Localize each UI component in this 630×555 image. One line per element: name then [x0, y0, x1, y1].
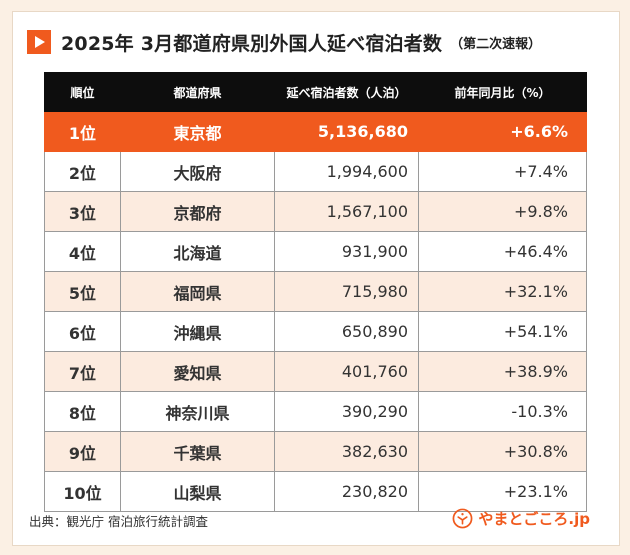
prefecture-cell: 北海道	[120, 231, 275, 272]
stays-cell: 1,567,100	[274, 191, 419, 232]
rank-cell: 3位	[44, 191, 121, 232]
stays-cell: 390,290	[274, 391, 419, 432]
yoy-cell: +46.4%	[418, 231, 587, 272]
ranking-table: 順位 都道府県 延べ宿泊者数（人泊） 前年同月比（%） 1位 東京都 5,136…	[44, 72, 587, 512]
column-header-prefecture: 都道府県	[120, 72, 275, 112]
stays-cell: 931,900	[274, 231, 419, 272]
table-header-row: 順位 都道府県 延べ宿泊者数（人泊） 前年同月比（%）	[44, 72, 587, 112]
stays-cell: 230,820	[274, 471, 419, 512]
rank-cell: 2位	[44, 151, 121, 192]
prefecture-cell: 京都府	[120, 191, 275, 232]
rank-cell: 8位	[44, 391, 121, 432]
source-note: 出典：観光庁 宿泊旅行統計調査	[29, 514, 208, 529]
brand-logo: やまとごころ.jp	[452, 508, 590, 529]
prefecture-cell: 愛知県	[120, 351, 275, 392]
yoy-cell: +6.6%	[418, 111, 587, 152]
prefecture-cell: 福岡県	[120, 271, 275, 312]
table-row: 3位 京都府 1,567,100 +9.8%	[44, 191, 587, 232]
rank-cell: 10位	[44, 471, 121, 512]
yoy-cell: +30.8%	[418, 431, 587, 472]
table-row: 2位 大阪府 1,994,600 +7.4%	[44, 151, 587, 192]
yoy-cell: +9.8%	[418, 191, 587, 232]
rank-cell: 5位	[44, 271, 121, 312]
play-icon	[27, 30, 51, 54]
prefecture-cell: 沖縄県	[120, 311, 275, 352]
table-row: 9位 千葉県 382,630 +30.8%	[44, 431, 587, 472]
prefecture-cell: 千葉県	[120, 431, 275, 472]
page-title: 2025年 3月都道府県別外国人延べ宿泊者数	[61, 32, 443, 55]
table-row: 5位 福岡県 715,980 +32.1%	[44, 271, 587, 312]
rank-cell: 9位	[44, 431, 121, 472]
table-row: 6位 沖縄県 650,890 +54.1%	[44, 311, 587, 352]
title-row: 2025年 3月都道府県別外国人延べ宿泊者数 （第二次速報）	[27, 27, 541, 57]
prefecture-cell: 神奈川県	[120, 391, 275, 432]
yoy-cell: +54.1%	[418, 311, 587, 352]
stays-cell: 382,630	[274, 431, 419, 472]
stays-cell: 5,136,680	[274, 111, 419, 152]
prefecture-cell: 大阪府	[120, 151, 275, 192]
column-header-yoy: 前年同月比（%）	[418, 72, 587, 112]
yoy-cell: +23.1%	[418, 471, 587, 512]
yamatogokoro-logo-icon	[452, 508, 473, 529]
column-header-rank: 順位	[44, 72, 121, 112]
prefecture-cell: 山梨県	[120, 471, 275, 512]
rank-cell: 4位	[44, 231, 121, 272]
stays-cell: 1,994,600	[274, 151, 419, 192]
rank-cell: 1位	[44, 111, 121, 152]
stays-cell: 715,980	[274, 271, 419, 312]
table-row: 1位 東京都 5,136,680 +6.6%	[44, 111, 587, 152]
yoy-cell: +38.9%	[418, 351, 587, 392]
rank-cell: 7位	[44, 351, 121, 392]
table-row: 4位 北海道 931,900 +46.4%	[44, 231, 587, 272]
table-row: 10位 山梨県 230,820 +23.1%	[44, 471, 587, 512]
table-row: 7位 愛知県 401,760 +38.9%	[44, 351, 587, 392]
stays-cell: 650,890	[274, 311, 419, 352]
prefecture-cell: 東京都	[120, 111, 275, 152]
yoy-cell: +7.4%	[418, 151, 587, 192]
rank-cell: 6位	[44, 311, 121, 352]
page-subtitle: （第二次速報）	[450, 36, 542, 52]
stays-cell: 401,760	[274, 351, 419, 392]
column-header-stays: 延べ宿泊者数（人泊）	[274, 72, 419, 112]
yoy-cell: +32.1%	[418, 271, 587, 312]
brand-name: やまとごころ.jp	[478, 510, 590, 528]
yoy-cell: -10.3%	[418, 391, 587, 432]
table-row: 8位 神奈川県 390,290 -10.3%	[44, 391, 587, 432]
